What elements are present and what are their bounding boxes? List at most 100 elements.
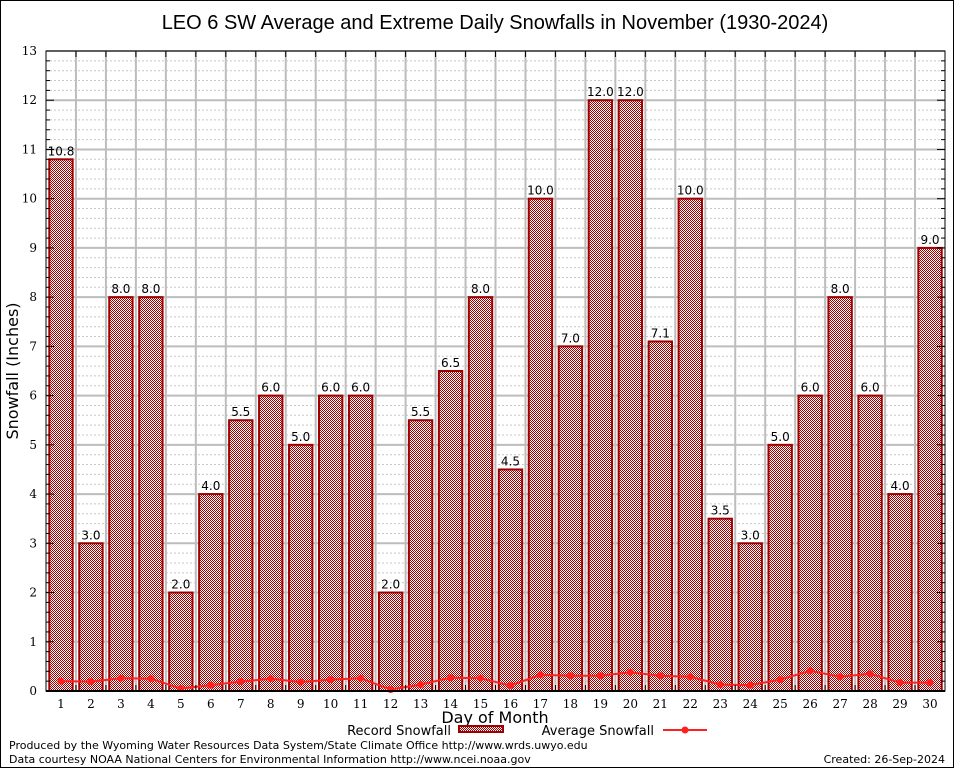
bar-value-label: 12.0 xyxy=(617,85,644,99)
bar-labels: 10.8 3.0 8.0 8.0 2.0 4.0 5.5 6.0 5.0 6.0 6.0 2.0 5.5… xyxy=(48,85,940,591)
legend: Record Snowfall Average Snowfall xyxy=(347,724,707,739)
bar-value-label: 6.0 xyxy=(351,381,370,395)
average-point-day-10 xyxy=(327,676,335,684)
average-point-day-18 xyxy=(566,672,574,680)
y-tick-label: 4 xyxy=(29,487,37,501)
bar-record-day-12 xyxy=(377,591,404,692)
average-point-day-1 xyxy=(57,677,65,685)
footer-data-courtesy: Data courtesy NOAA National Centers for … xyxy=(9,753,531,766)
bar-value-label: 12.0 xyxy=(587,85,614,99)
bar-record-day-15 xyxy=(467,296,494,692)
bar-value-label: 8.0 xyxy=(111,282,130,296)
footer-produced-by: Produced by the Wyoming Water Resources … xyxy=(9,739,588,752)
x-tick-label: 23 xyxy=(713,697,728,711)
x-tick-label: 14 xyxy=(443,697,459,711)
x-tick-label: 7 xyxy=(237,697,245,711)
bar-value-label: 6.5 xyxy=(441,356,460,370)
x-tick-label: 10 xyxy=(323,697,338,711)
y-tick-label: 3 xyxy=(29,536,37,550)
legend-label-record: Record Snowfall xyxy=(347,724,451,739)
average-point-day-27 xyxy=(836,673,844,681)
bar-record-day-1 xyxy=(48,158,74,693)
x-tick-label: 12 xyxy=(383,697,398,711)
bar-record-day-4 xyxy=(138,296,164,692)
bar-value-label: 10.0 xyxy=(527,184,554,198)
bar-record-day-26 xyxy=(797,394,823,692)
bar-value-label: 7.0 xyxy=(561,331,580,345)
x-tick-label: 9 xyxy=(297,697,305,711)
bars xyxy=(48,99,943,693)
average-point-day-3 xyxy=(117,674,125,682)
x-tick-label: 19 xyxy=(593,697,608,711)
y-tick-label: 6 xyxy=(29,389,37,403)
average-point-day-25 xyxy=(776,676,784,684)
bar-value-label: 8.0 xyxy=(141,282,160,296)
x-tick-label: 16 xyxy=(503,697,518,711)
bar-record-day-10 xyxy=(317,394,344,692)
bar-value-label: 4.5 xyxy=(501,454,520,468)
x-tick-label: 27 xyxy=(832,697,847,711)
chart-title: LEO 6 SW Average and Extreme Daily Snowf… xyxy=(162,12,829,34)
average-point-day-16 xyxy=(506,682,514,690)
bar-value-label: 6.0 xyxy=(261,381,280,395)
average-point-day-23 xyxy=(716,681,724,689)
legend-swatch-average-marker xyxy=(681,726,689,734)
y-tick-label: 0 xyxy=(29,684,37,698)
bar-value-label: 8.0 xyxy=(831,282,850,296)
x-tick-labels: 1 2 3 4 5 6 7 8 9 10 11 12 13 14 15 16 17 18 19 20 21 22 23 24 2… xyxy=(57,697,937,711)
average-snowfall-line xyxy=(60,669,931,691)
legend-label-average: Average Snowfall xyxy=(542,724,654,739)
bar-record-day-2 xyxy=(78,542,104,692)
average-point-day-2 xyxy=(87,678,95,686)
x-tick-label: 28 xyxy=(862,697,877,711)
average-point-day-15 xyxy=(477,674,485,682)
bar-value-label: 2.0 xyxy=(171,578,190,592)
bar-record-day-30 xyxy=(917,246,943,693)
average-point-day-22 xyxy=(686,673,694,681)
bar-value-label: 3.5 xyxy=(711,504,730,518)
bar-value-label: 5.5 xyxy=(231,405,250,419)
average-point-day-17 xyxy=(536,671,544,679)
x-tick-label: 24 xyxy=(743,697,759,711)
bar-record-day-11 xyxy=(347,394,374,692)
y-tick-label: 8 xyxy=(29,290,37,304)
bar-record-day-23 xyxy=(707,517,733,693)
footer-created-date: Created: 26-Sep-2024 xyxy=(824,753,945,766)
average-point-day-8 xyxy=(267,675,275,683)
bar-record-day-27 xyxy=(827,296,853,692)
bar-record-day-7 xyxy=(228,419,254,692)
x-tick-label: 13 xyxy=(413,697,428,711)
average-point-day-29 xyxy=(896,679,904,687)
bar-value-label: 7.1 xyxy=(651,326,670,340)
y-tick-label: 13 xyxy=(22,44,37,58)
x-tick-label: 3 xyxy=(117,697,125,711)
average-point-day-7 xyxy=(237,678,245,686)
average-point-day-13 xyxy=(417,681,425,689)
bar-value-label: 10.8 xyxy=(48,144,75,158)
average-point-day-4 xyxy=(147,675,155,683)
x-tick-label: 4 xyxy=(147,697,155,711)
bar-value-label: 9.0 xyxy=(920,233,939,247)
bar-value-label: 4.0 xyxy=(201,479,220,493)
average-point-day-28 xyxy=(866,670,874,678)
bar-record-day-20 xyxy=(617,99,644,692)
x-tick-label: 30 xyxy=(922,697,937,711)
bar-value-label: 3.0 xyxy=(81,528,100,542)
y-axis-label: Snowfall (Inches) xyxy=(3,302,22,439)
bar-record-day-24 xyxy=(737,542,763,692)
bar-value-label: 5.0 xyxy=(771,430,790,444)
legend-swatch-record xyxy=(458,725,504,733)
y-tick-label: 5 xyxy=(29,438,37,452)
average-point-day-24 xyxy=(746,681,754,689)
bar-record-day-28 xyxy=(857,394,883,692)
bar-record-day-18 xyxy=(557,345,584,692)
y-tick-label: 7 xyxy=(29,339,37,353)
x-tick-label: 22 xyxy=(683,697,698,711)
x-tick-label: 5 xyxy=(177,697,185,711)
y-tick-label: 10 xyxy=(22,192,37,206)
bar-record-day-5 xyxy=(168,591,194,692)
average-point-day-19 xyxy=(596,672,604,680)
bar-value-label: 5.5 xyxy=(411,405,430,419)
